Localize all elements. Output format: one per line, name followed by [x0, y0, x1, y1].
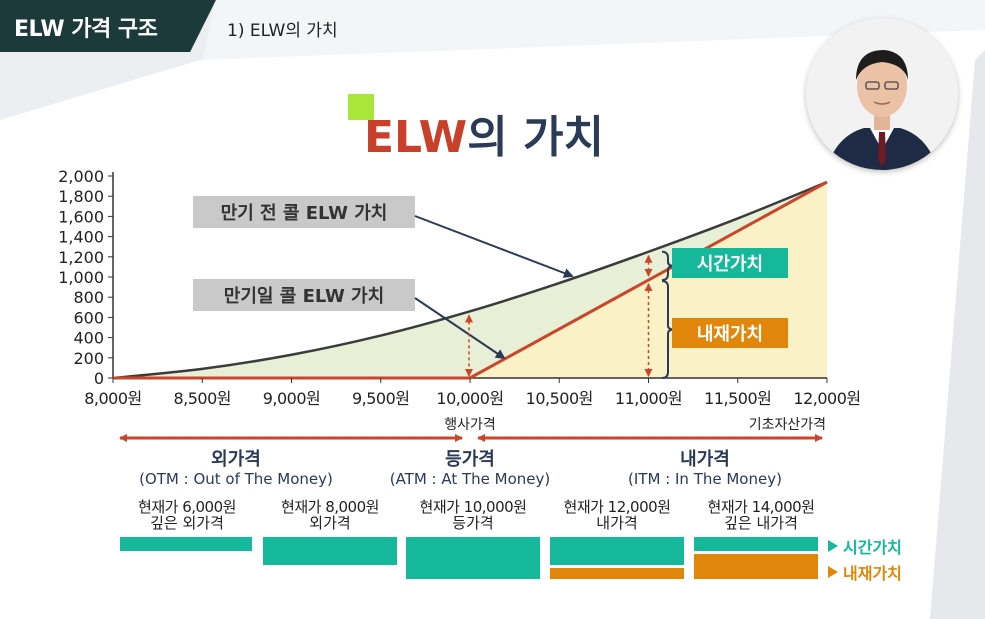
- header-tab: [0, 0, 216, 52]
- callout-pointer-at-expiry: [414, 297, 506, 360]
- itm-section-subtitle: (ITM : In The Money): [628, 470, 782, 488]
- time-value-badge-label: 시간가치: [697, 254, 763, 275]
- atm-section-title: 등가격: [445, 449, 495, 470]
- time-value-bar: [120, 537, 252, 551]
- y-tick-label: 1,400: [58, 228, 104, 247]
- y-tick-label: 1,200: [58, 248, 104, 267]
- otm-section-subtitle: (OTM : Out of The Money): [139, 470, 333, 488]
- y-tick-label: 200: [73, 349, 104, 368]
- scenario-moneyness-label: 깊은 외가격: [150, 514, 224, 532]
- scenario-price-label: 현재가 8,000원: [281, 498, 379, 516]
- scenario-moneyness-label: 깊은 내가격: [724, 514, 798, 532]
- y-tick-label: 800: [73, 288, 104, 307]
- intrinsic-value-badge: [672, 318, 788, 348]
- intrinsic-value-bar: [550, 568, 684, 579]
- time-value-badge: [672, 248, 788, 278]
- callout-box-before-expiry: [193, 196, 415, 228]
- y-tick-label: 2,000: [58, 167, 104, 186]
- x-tick-label: 10,500원: [526, 389, 593, 408]
- time-value-bar: [263, 537, 397, 565]
- x-tick-label: 11,500원: [704, 389, 771, 408]
- y-tick-label: 1,800: [58, 187, 104, 206]
- time-value-bar: [406, 537, 540, 579]
- scenario-price-label: 현재가 14,000원: [708, 498, 815, 516]
- x-tick-label: 11,000원: [615, 389, 682, 408]
- presenter-illustration: [806, 18, 958, 170]
- y-tick-label: 1,000: [58, 268, 104, 287]
- header-subtitle: 1) ELW의 가치: [227, 21, 338, 41]
- scenario-price-label: 현재가 10,000원: [420, 498, 527, 516]
- time-value-bar: [550, 537, 684, 565]
- scenario-moneyness-label: 외가격: [309, 514, 350, 532]
- scenario-moneyness-label: 등가격: [452, 514, 493, 532]
- y-tick-label: 400: [73, 329, 104, 348]
- callout-box-at-expiry: [193, 279, 415, 311]
- callout-label-before-expiry: 만기 전 콜 ELW 가치: [221, 203, 388, 224]
- legend-intrinsic-arrow-icon: [828, 566, 838, 578]
- underlying-price-label: 기초자산가격: [749, 417, 826, 433]
- x-tick-label: 12,000원: [793, 389, 860, 408]
- series-line-before-expiry: [112, 180, 828, 380]
- title-accent: [348, 94, 374, 120]
- legend-time-arrow-icon: [828, 540, 838, 552]
- scenario-moneyness-label: 내가격: [596, 514, 637, 532]
- presenter-avatar: [806, 18, 958, 170]
- scenario-price-label: 현재가 6,000원: [138, 498, 236, 516]
- y-tick-label: 0: [94, 369, 104, 388]
- callout-label-at-expiry: 만기일 콜 ELW 가치: [224, 286, 384, 307]
- intrinsic-value-bar: [694, 554, 818, 579]
- atm-section-subtitle: (ATM : At The Money): [390, 470, 551, 488]
- chart-title: ELW의 가치: [364, 112, 604, 163]
- legend-time-label: 시간가치: [843, 538, 902, 557]
- y-tick-label: 1,600: [58, 207, 104, 226]
- scenario-price-label: 현재가 12,000원: [564, 498, 671, 516]
- x-tick-label: 8,500원: [173, 389, 231, 408]
- itm-section-title: 내가격: [680, 449, 730, 470]
- intrinsic-value-badge-label: 내재가치: [697, 324, 763, 345]
- strike-price-label: 행사가격: [444, 417, 496, 433]
- legend-intrinsic-label: 내재가치: [843, 564, 902, 583]
- header-title: ELW 가격 구조: [14, 17, 158, 42]
- otm-section-title: 외가격: [211, 449, 261, 470]
- time-value-bar: [694, 537, 818, 551]
- y-tick-label: 600: [73, 308, 104, 327]
- x-tick-label: 9,500원: [352, 389, 410, 408]
- x-tick-label: 10,000원: [436, 389, 503, 408]
- x-tick-label: 8,000원: [84, 389, 142, 408]
- x-tick-label: 9,000원: [263, 389, 321, 408]
- callout-pointer-before-expiry: [414, 215, 574, 278]
